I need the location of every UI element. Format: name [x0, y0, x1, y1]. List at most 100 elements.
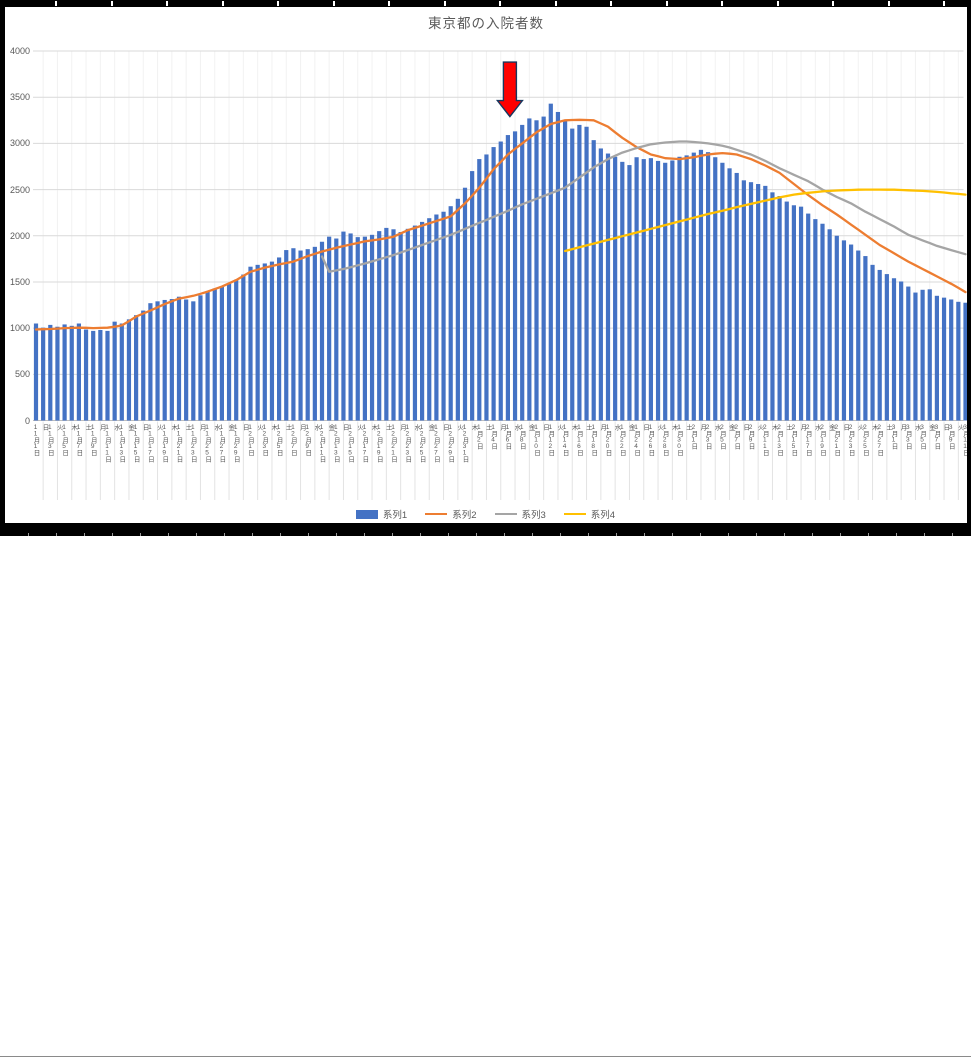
bar [113, 322, 117, 421]
bar [399, 232, 403, 420]
bar [198, 295, 202, 420]
frame-band-right [967, 0, 971, 536]
bar [313, 247, 317, 421]
bar [921, 290, 925, 421]
bar [234, 280, 238, 421]
bar [241, 275, 245, 421]
bar [220, 286, 224, 420]
bar [41, 328, 45, 421]
bar [277, 257, 281, 420]
bar [506, 135, 510, 420]
bar [592, 140, 596, 420]
bar [906, 287, 910, 421]
bar [642, 159, 646, 420]
bar [763, 186, 767, 421]
bar [613, 157, 617, 421]
ruler-tick [555, 1, 557, 6]
bar [699, 150, 703, 421]
bar [899, 281, 903, 420]
bar [892, 278, 896, 420]
bar [599, 148, 603, 420]
legend-item-系列4: 系列4 [564, 507, 615, 521]
bar [470, 171, 474, 420]
bar [942, 298, 946, 421]
bar [856, 251, 860, 421]
bar [177, 297, 181, 421]
bar [749, 182, 753, 420]
bar [627, 165, 631, 420]
legend-line-swatch [564, 513, 586, 515]
bar [727, 168, 731, 420]
ruler-tick [388, 1, 390, 6]
bar [563, 120, 567, 420]
bar [248, 267, 252, 421]
bar [520, 125, 524, 421]
bar [706, 152, 710, 420]
bar [413, 226, 417, 421]
ruler-tick [610, 1, 612, 6]
bar [842, 240, 846, 420]
bar [649, 158, 653, 420]
excel-chart-screenshot: { "frame": { "border_color": "#000000", … [0, 0, 971, 536]
ruler-tick [166, 1, 168, 6]
bar [484, 154, 488, 420]
bar [813, 219, 817, 420]
bar [542, 117, 546, 421]
legend: 系列1 系列2 系列3 系列4 [0, 507, 971, 521]
bar [270, 262, 274, 421]
y-tick-label: 1000 [4, 323, 30, 333]
bar [828, 229, 832, 420]
legend-item-系列1: 系列1 [356, 507, 407, 521]
bar [227, 284, 231, 421]
ruler-tick [55, 1, 57, 6]
bar [105, 331, 109, 421]
bar [870, 265, 874, 421]
bar [213, 288, 217, 420]
bar [692, 153, 696, 421]
y-tick-label: 4000 [4, 46, 30, 56]
bar [191, 301, 195, 420]
bar [956, 302, 960, 421]
frame-band-top [0, 0, 971, 7]
frame-band-left [0, 0, 5, 536]
legend-item-系列2: 系列2 [425, 507, 476, 521]
bar [656, 161, 660, 421]
bar [291, 248, 295, 420]
ruler-tick [277, 1, 279, 6]
bar [499, 142, 503, 421]
ruler-tick [943, 1, 945, 6]
bar [284, 250, 288, 420]
legend-label: 系列4 [591, 507, 615, 521]
bar [742, 180, 746, 420]
ruler-tick [333, 1, 335, 6]
bar [577, 125, 581, 421]
bar [806, 214, 810, 421]
ruler-tick [444, 1, 446, 6]
bar [549, 104, 553, 421]
legend-label: 系列3 [522, 507, 546, 521]
bar [913, 293, 917, 421]
legend-line-swatch [495, 513, 517, 515]
bar [327, 237, 331, 421]
bar [427, 218, 431, 420]
bar [556, 112, 560, 421]
bar [849, 245, 853, 421]
bar [48, 325, 52, 421]
bar [677, 157, 681, 421]
bar [420, 222, 424, 421]
bar [63, 324, 67, 420]
bar [756, 184, 760, 420]
ruler-tick [499, 1, 501, 6]
bar [835, 236, 839, 421]
bar [91, 331, 95, 421]
bar [163, 300, 167, 421]
ruler-tick [888, 1, 890, 6]
bar [256, 265, 260, 421]
bar [820, 224, 824, 421]
bar [263, 263, 267, 420]
bar [206, 292, 210, 421]
bar [785, 202, 789, 421]
bar [320, 242, 324, 421]
bar [713, 157, 717, 420]
bar [134, 315, 138, 420]
